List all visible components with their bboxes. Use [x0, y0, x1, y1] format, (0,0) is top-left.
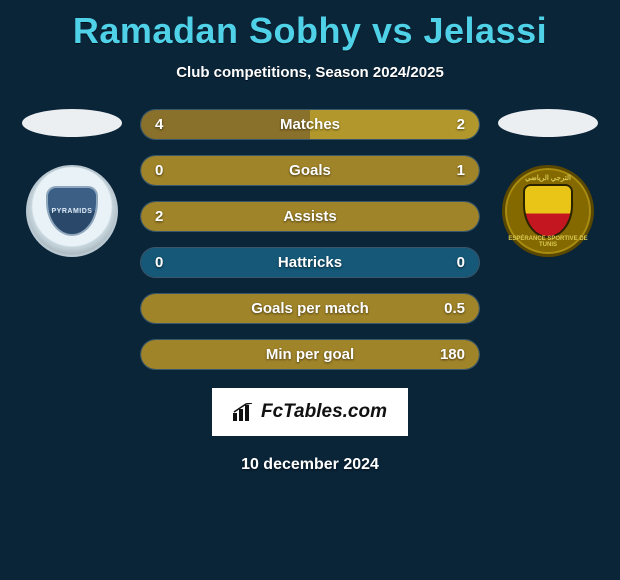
shield-icon: PYRAMIDS: [46, 186, 98, 236]
player-b-club-crest: الترجي الرياضي ESPÉRANCE SPORTIVE DE TUN…: [502, 165, 594, 257]
player-a-placeholder: [22, 109, 122, 137]
stat-name: Goals: [141, 156, 479, 185]
stat-name: Assists: [141, 202, 479, 231]
stat-value-b: 180: [440, 340, 465, 369]
stat-value-b: 1: [457, 156, 465, 185]
stat-row: Goals per match0.5: [140, 293, 480, 324]
stat-value-b: 0.5: [444, 294, 465, 323]
stat-value-b: 2: [457, 110, 465, 139]
stat-name: Goals per match: [141, 294, 479, 323]
player-b-placeholder: [498, 109, 598, 137]
crest-b-ring-bottom: ESPÉRANCE SPORTIVE DE TUNIS: [505, 236, 591, 248]
stat-name: Min per goal: [141, 340, 479, 369]
player-a-column: PYRAMIDS: [22, 109, 122, 257]
comparison-layout: PYRAMIDS 4Matches20Goals12Assists0Hattri…: [0, 109, 620, 370]
player-b-column: الترجي الرياضي ESPÉRANCE SPORTIVE DE TUN…: [498, 109, 598, 257]
stat-name: Hattricks: [141, 248, 479, 277]
branding-box: FcTables.com: [212, 388, 408, 436]
stats-list: 4Matches20Goals12Assists0Hattricks0Goals…: [140, 109, 480, 370]
crest-a-label: PYRAMIDS: [52, 208, 93, 215]
bars-icon: [233, 403, 255, 421]
stat-row: 4Matches2: [140, 109, 480, 140]
stat-value-b: 0: [457, 248, 465, 277]
subtitle: Club competitions, Season 2024/2025: [0, 64, 620, 81]
stat-row: 0Hattricks0: [140, 247, 480, 278]
date-line: 10 december 2024: [0, 456, 620, 474]
badge-icon: [523, 184, 573, 238]
player-a-club-crest: PYRAMIDS: [26, 165, 118, 257]
stat-row: 2Assists: [140, 201, 480, 232]
branding-text: FcTables.com: [261, 401, 387, 423]
stat-row: 0Goals1: [140, 155, 480, 186]
stat-row: Min per goal180: [140, 339, 480, 370]
crest-b-ring-top: الترجي الرياضي: [505, 174, 591, 182]
stat-name: Matches: [141, 110, 479, 139]
page-title: Ramadan Sobhy vs Jelassi: [0, 0, 620, 52]
